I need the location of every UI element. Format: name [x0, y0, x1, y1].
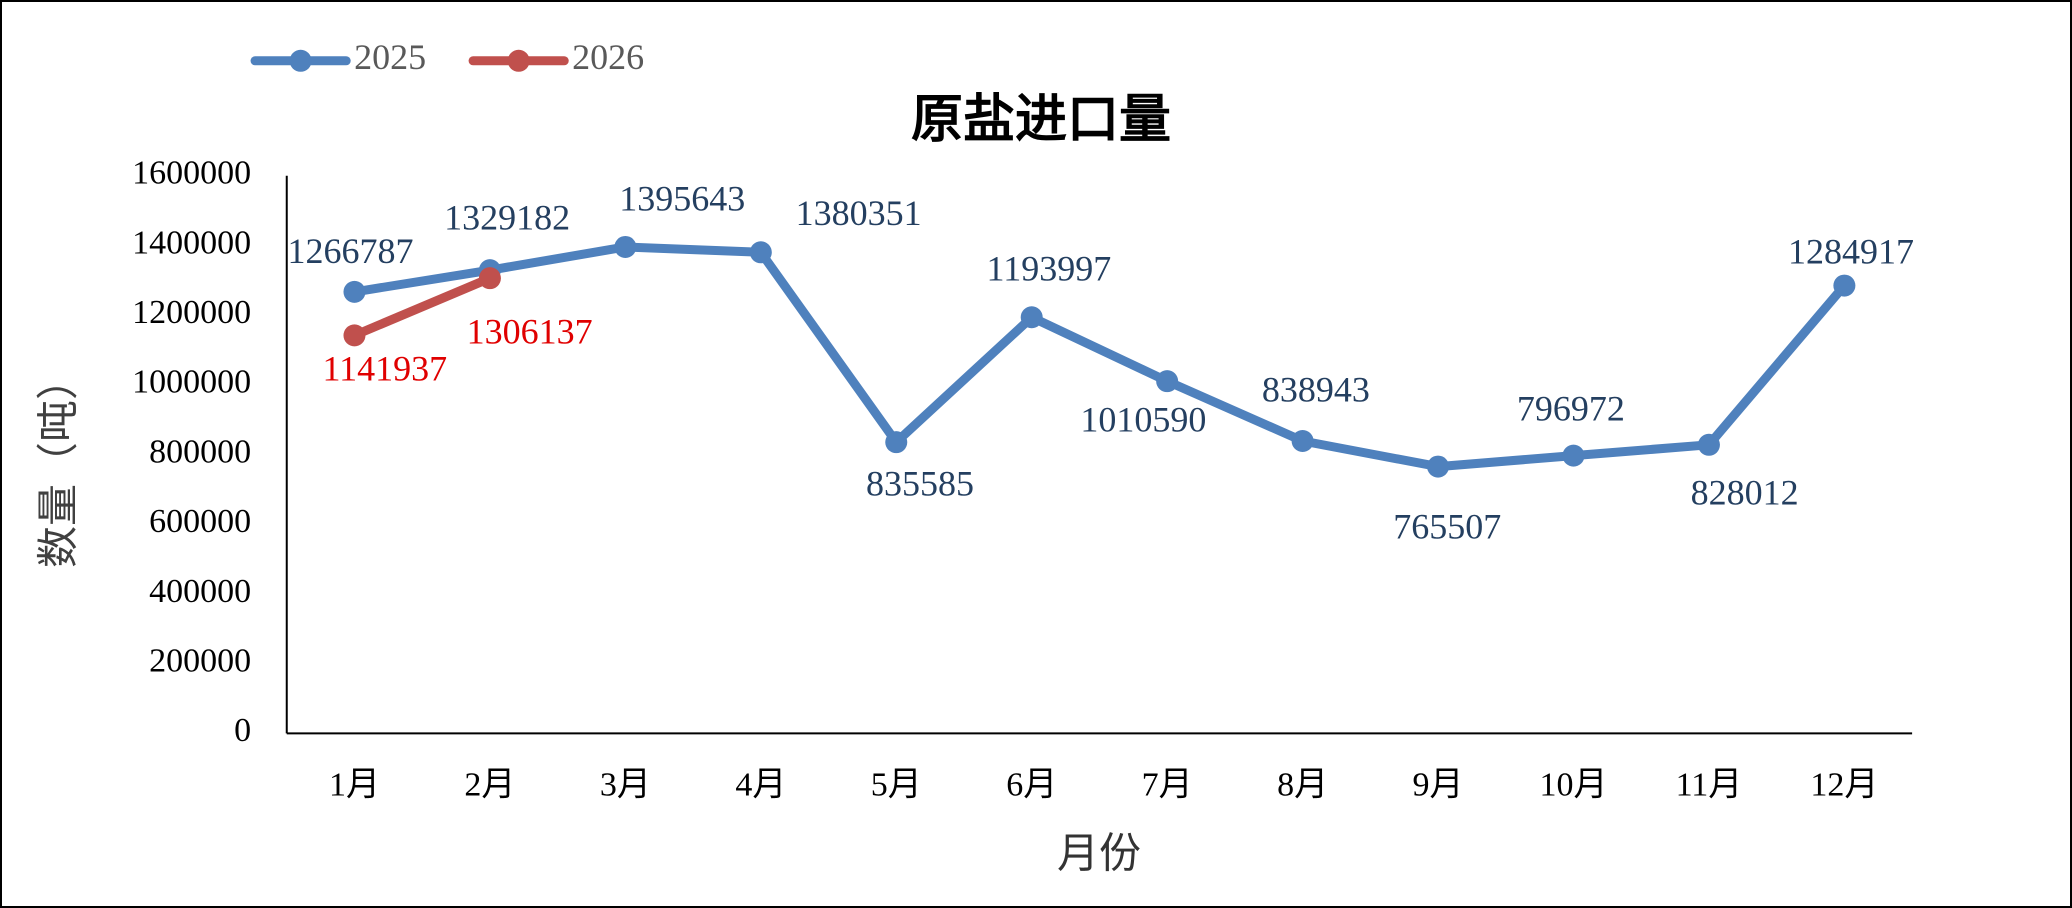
- data-label: 765507: [1393, 506, 1501, 546]
- chart-title: 原盐进口量: [911, 90, 1171, 150]
- data-label: 1141937: [323, 349, 448, 389]
- x-tick-label: 7月: [1142, 766, 1193, 803]
- x-tick-label: 10月: [1539, 766, 1607, 803]
- y-tick-label: 600000: [149, 503, 251, 540]
- x-tick-label: 2月: [464, 766, 515, 803]
- data-label: 828012: [1691, 473, 1799, 513]
- data-label: 1329182: [444, 198, 570, 238]
- data-label: 835585: [866, 463, 974, 503]
- x-tick-label: 1月: [329, 766, 380, 803]
- data-point: [1833, 274, 1856, 297]
- data-point: [1291, 429, 1314, 452]
- data-point: [1156, 370, 1179, 393]
- y-tick-label: 1200000: [132, 294, 251, 331]
- y-tick-label: 1000000: [132, 364, 251, 401]
- data-label: 1306137: [467, 311, 593, 351]
- data-label: 1395643: [619, 178, 745, 218]
- legend-marker: [507, 49, 530, 72]
- y-tick-label: 200000: [149, 642, 251, 679]
- y-axis-label: 数量（吨）: [37, 358, 83, 568]
- data-point: [1020, 306, 1043, 329]
- legend-marker: [289, 49, 312, 72]
- data-point: [749, 241, 772, 264]
- data-point: [614, 235, 637, 258]
- y-tick-label: 1400000: [132, 224, 251, 261]
- x-tick-label: 12月: [1810, 766, 1878, 803]
- data-label: 1266787: [288, 231, 414, 271]
- data-point: [343, 280, 366, 303]
- data-label: 796972: [1517, 388, 1625, 428]
- y-tick-label: 0: [234, 712, 251, 749]
- data-point: [343, 324, 366, 347]
- x-tick-label: 9月: [1413, 766, 1464, 803]
- legend-label: 2025: [354, 37, 426, 77]
- data-label: 1284917: [1788, 231, 1914, 271]
- data-point: [1562, 444, 1585, 467]
- data-point: [1697, 433, 1720, 456]
- x-tick-label: 4月: [735, 766, 786, 803]
- x-tick-label: 8月: [1277, 766, 1328, 803]
- x-tick-label: 3月: [600, 766, 651, 803]
- data-label: 1380351: [796, 193, 922, 233]
- data-point: [1427, 455, 1450, 478]
- series-line: [353, 242, 1848, 472]
- y-tick-label: 1600000: [132, 155, 251, 192]
- y-tick-label: 800000: [149, 433, 251, 470]
- data-point: [478, 267, 501, 290]
- x-tick-label: 11月: [1676, 766, 1743, 803]
- data-point: [885, 431, 908, 454]
- data-label: 1193997: [987, 249, 1112, 289]
- series-line: [352, 274, 492, 340]
- x-axis-label: 月份: [1057, 832, 1141, 878]
- x-tick-label: 5月: [871, 766, 922, 803]
- data-label: 838943: [1262, 370, 1370, 410]
- legend-label: 2026: [572, 37, 644, 77]
- x-tick-label: 6月: [1006, 766, 1057, 803]
- y-tick-label: 400000: [149, 573, 251, 610]
- data-label: 1010590: [1080, 400, 1206, 440]
